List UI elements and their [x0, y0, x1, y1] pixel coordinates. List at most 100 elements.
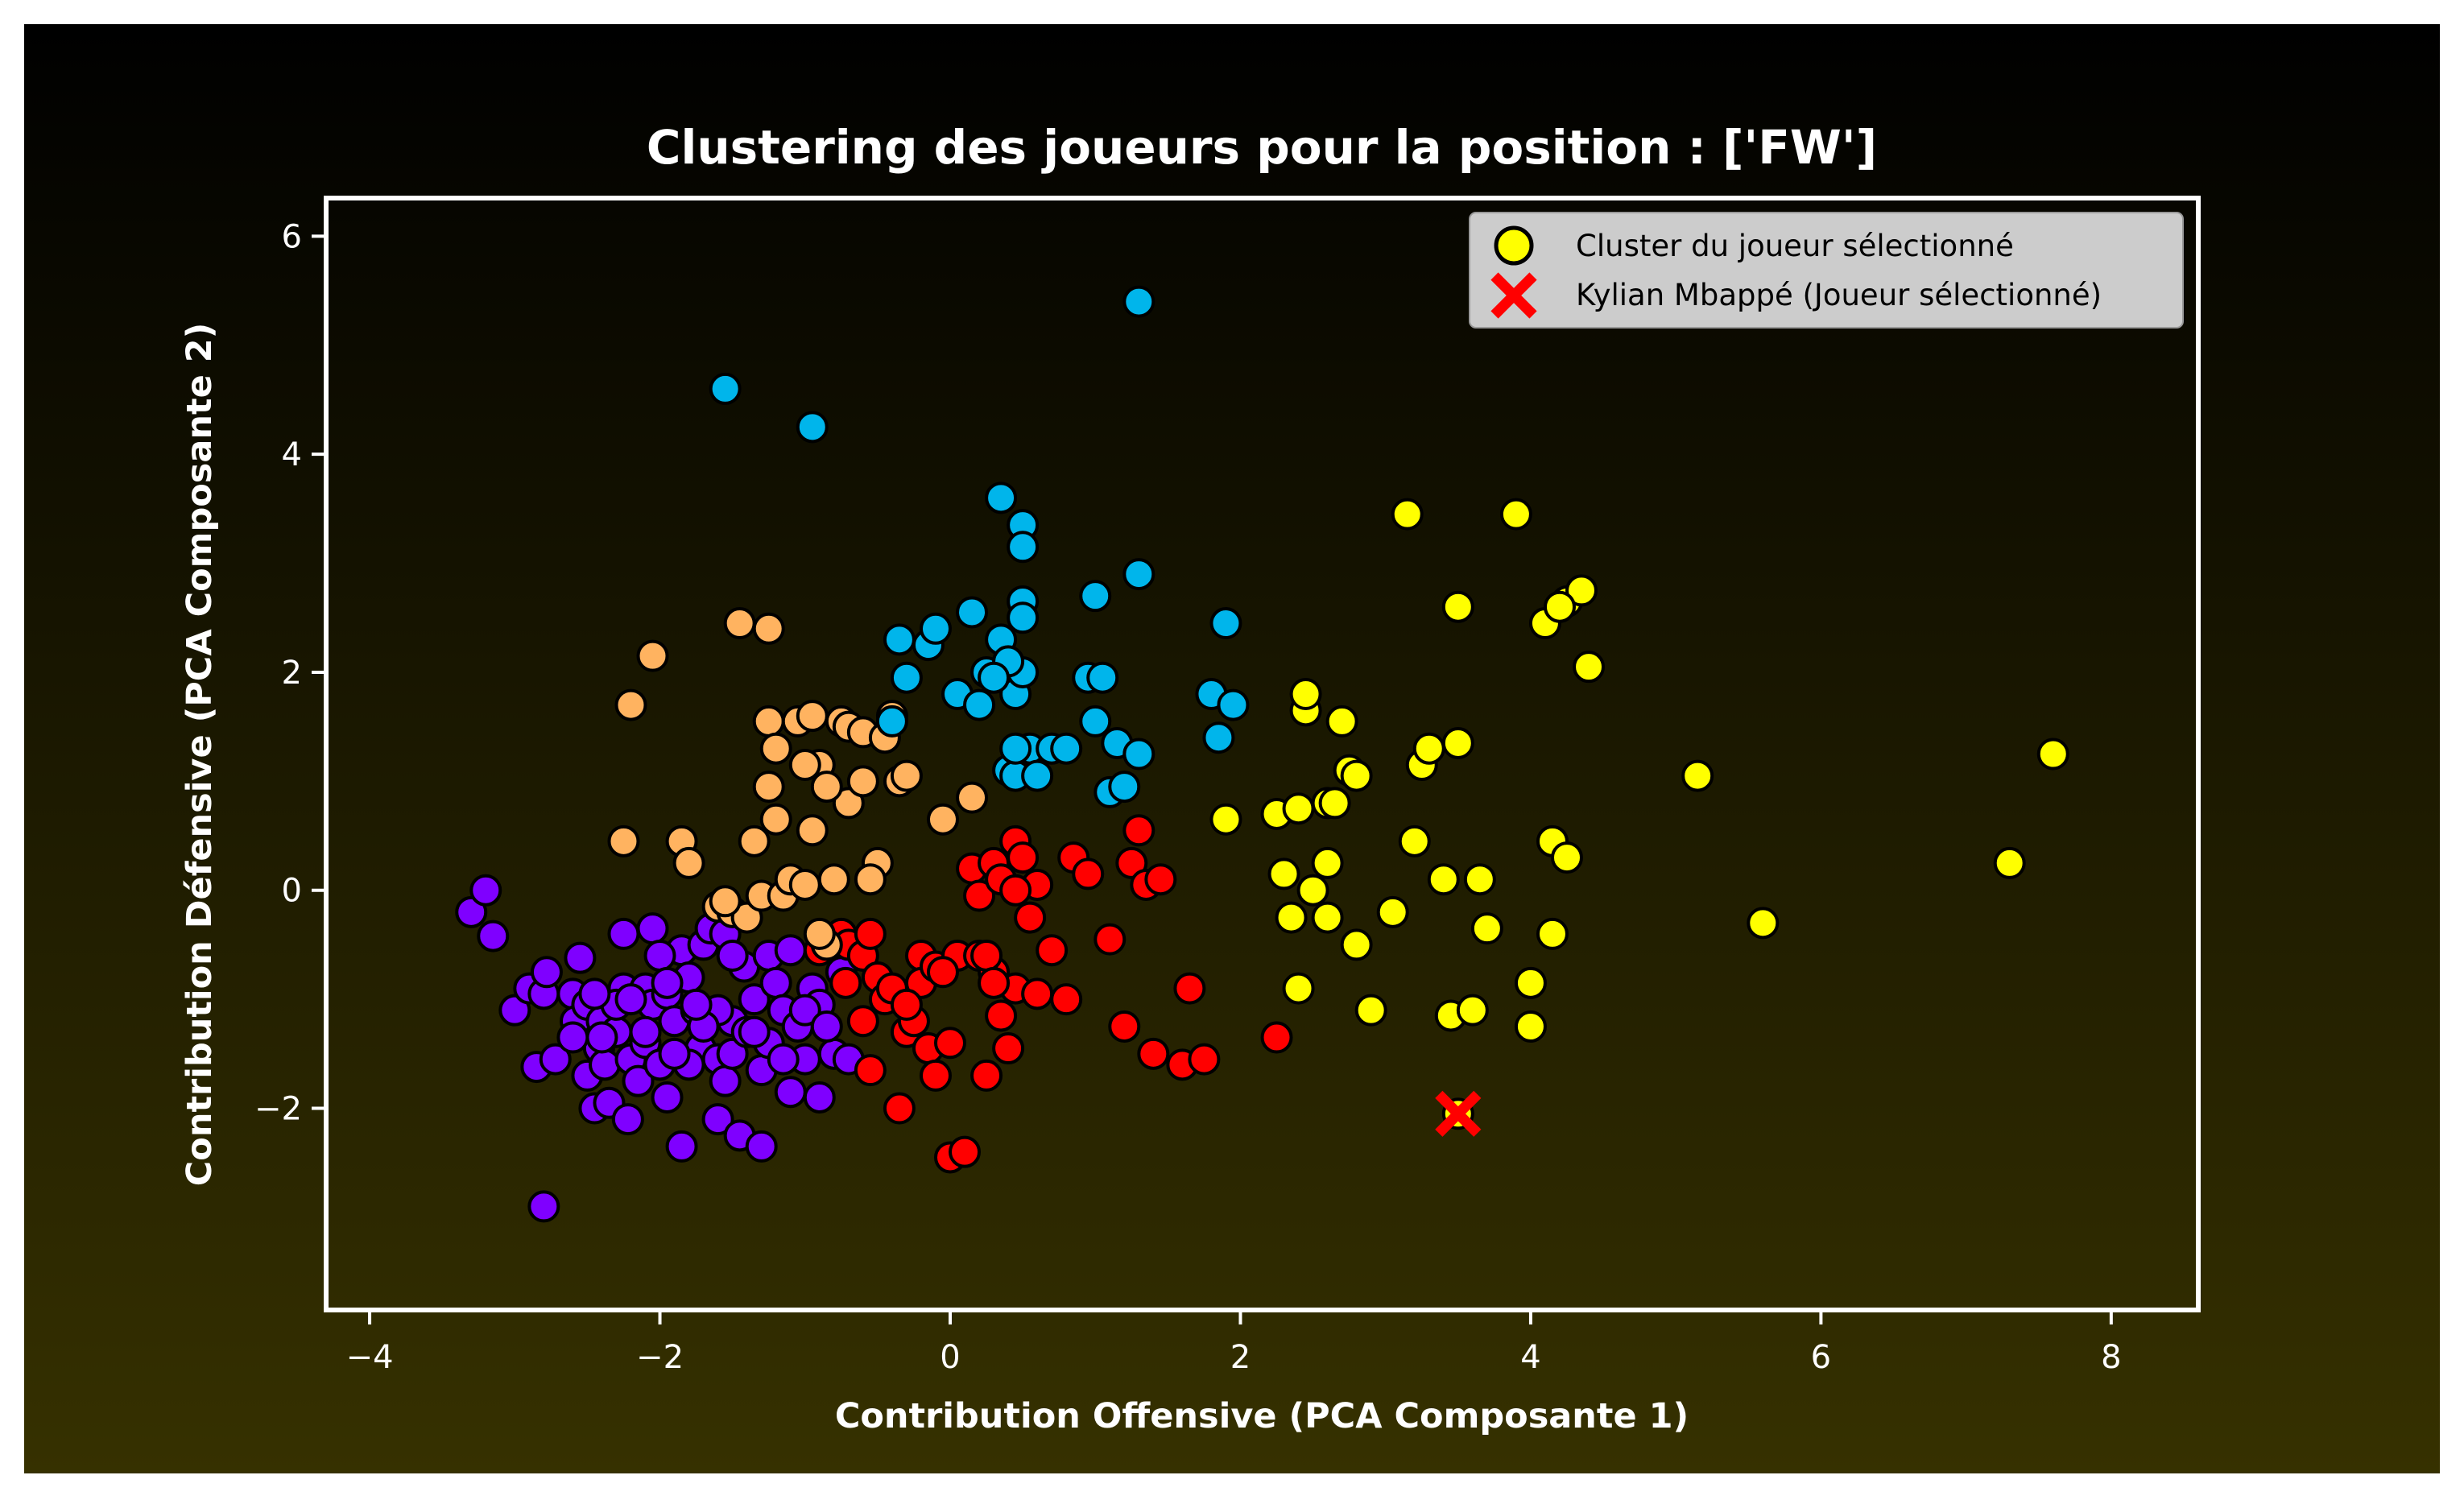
data-point — [963, 879, 996, 912]
data-point — [963, 688, 996, 721]
data-point — [2036, 738, 2069, 771]
data-point — [1050, 983, 1083, 1016]
data-point — [1079, 705, 1112, 738]
data-point — [745, 1130, 778, 1163]
data-point — [970, 939, 1003, 972]
data-point — [709, 1064, 742, 1097]
data-point — [1325, 705, 1358, 738]
data-point — [788, 749, 821, 782]
data-point — [1993, 846, 2026, 879]
data-point — [854, 917, 887, 950]
data-point — [1340, 759, 1373, 792]
data-point — [1209, 607, 1242, 640]
data-point — [890, 759, 923, 792]
data-point — [956, 781, 989, 814]
x-tick-label: 2 — [1230, 1339, 1251, 1376]
data-point — [949, 1135, 982, 1168]
data-point — [556, 1021, 589, 1054]
data-point — [1550, 841, 1583, 874]
y-tick-label: 0 — [282, 873, 302, 910]
data-point — [999, 732, 1032, 765]
data-point — [1311, 901, 1344, 934]
data-point — [759, 966, 792, 999]
data-point — [607, 824, 640, 857]
legend-label-player: Kylian Mbappé (Joueur sélectionné) — [1576, 278, 2102, 312]
data-point — [1144, 863, 1177, 896]
data-point — [1391, 498, 1424, 531]
data-point — [796, 700, 829, 733]
x-tick-label: 0 — [940, 1339, 960, 1376]
data-point — [672, 846, 705, 879]
data-point — [614, 688, 647, 721]
data-point — [926, 803, 959, 836]
data-point — [817, 863, 850, 896]
data-point — [854, 863, 887, 896]
x-tick-label: 4 — [1520, 1339, 1540, 1376]
data-point — [1007, 601, 1040, 634]
data-point — [1565, 574, 1598, 607]
y-axis-ticks: −2 0 2 4 6 — [254, 218, 326, 1128]
data-point — [1296, 874, 1329, 907]
data-point — [846, 765, 879, 798]
data-point — [978, 966, 1011, 999]
selected-player-marker — [1435, 1090, 1482, 1137]
x-tick-label: 8 — [2101, 1339, 2121, 1376]
data-point — [810, 1010, 843, 1043]
data-point — [832, 787, 865, 820]
data-point — [1007, 531, 1040, 564]
selected-marker-layer — [1435, 1090, 1482, 1137]
data-point — [1122, 738, 1156, 771]
data-point — [1122, 814, 1156, 847]
data-point — [788, 994, 821, 1027]
data-point — [1014, 901, 1047, 934]
data-point — [1108, 771, 1141, 804]
data-point — [803, 1081, 836, 1114]
x-tick-label: 6 — [1811, 1339, 1831, 1376]
data-point — [1340, 928, 1373, 961]
data-point — [1115, 846, 1148, 879]
data-point — [883, 623, 916, 656]
chart-title: Clustering des joueurs pour la position … — [647, 120, 1877, 175]
x-axis-ticks: −4 −2 0 2 4 6 8 — [346, 1310, 2122, 1376]
data-point — [1463, 863, 1496, 896]
data-point — [589, 1048, 622, 1081]
data-point — [1441, 590, 1474, 623]
data-point — [539, 1043, 572, 1076]
data-point — [1412, 732, 1445, 765]
data-point — [585, 1021, 618, 1054]
data-point — [614, 983, 647, 1016]
data-point — [1094, 923, 1127, 956]
legend-swatch-cluster — [1494, 225, 1534, 266]
data-point — [919, 1059, 952, 1092]
data-point — [1122, 558, 1156, 591]
data-point — [999, 874, 1032, 907]
data-point — [919, 612, 952, 645]
data-point — [1021, 759, 1054, 792]
x-axis-label: Contribution Offensive (PCA Composante 1… — [835, 1396, 1689, 1436]
data-point — [578, 977, 611, 1010]
data-point — [1456, 994, 1489, 1027]
data-point — [1050, 732, 1083, 765]
data-point — [926, 956, 959, 989]
data-point — [1108, 1010, 1141, 1043]
data-point — [1202, 721, 1235, 754]
data-point — [970, 1059, 1003, 1092]
data-point — [607, 917, 640, 950]
data-point — [1514, 1010, 1547, 1043]
data-point — [759, 803, 792, 836]
data-point — [680, 988, 713, 1021]
data-point — [1514, 966, 1547, 999]
data-point — [651, 1081, 684, 1114]
data-point — [934, 1027, 966, 1060]
data-point — [846, 1005, 879, 1038]
y-tick-label: 2 — [282, 655, 302, 692]
data-point — [1354, 994, 1387, 1027]
data-point — [854, 1054, 887, 1087]
data-point — [810, 771, 843, 804]
legend: Cluster du joueur sélectionné Kylian Mba… — [1469, 212, 2184, 329]
data-point — [752, 705, 785, 738]
legend-x-marker — [1490, 272, 1537, 319]
data-point — [759, 732, 792, 765]
